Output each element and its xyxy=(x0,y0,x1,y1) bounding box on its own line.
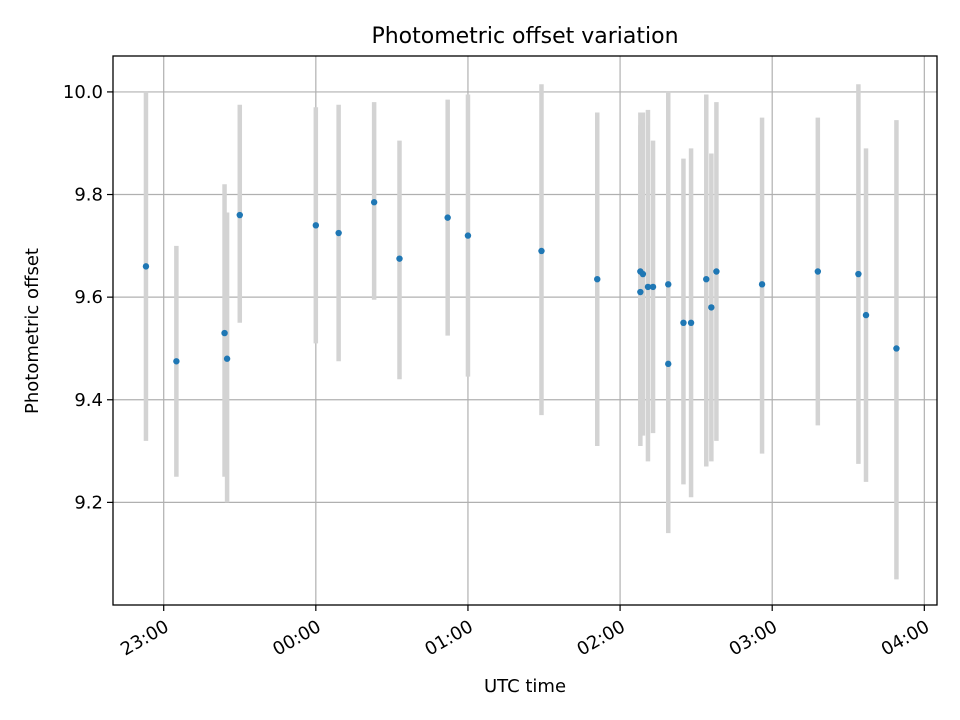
data-point xyxy=(758,281,766,288)
data-point xyxy=(703,275,710,283)
data-point xyxy=(236,211,243,219)
data-point xyxy=(142,263,150,270)
data-point xyxy=(538,247,545,255)
y-tick-label: 9.2 xyxy=(74,492,103,513)
data-point xyxy=(444,214,451,221)
data-point xyxy=(221,329,228,337)
data-point xyxy=(665,281,672,288)
x-axis-label: UTC time xyxy=(484,676,566,697)
marker-layer xyxy=(142,199,900,368)
data-point xyxy=(649,283,657,291)
data-point xyxy=(637,288,644,296)
y-tick-label: 9.8 xyxy=(74,185,103,206)
y-tick-label: 10.0 xyxy=(63,82,103,103)
data-point xyxy=(173,358,180,365)
data-point xyxy=(594,275,601,283)
data-point xyxy=(639,270,647,278)
data-point xyxy=(223,355,231,362)
data-point xyxy=(708,304,715,311)
data-point xyxy=(862,311,870,319)
y-axis-label: Photometric offset xyxy=(22,248,43,414)
plot-frame xyxy=(112,55,938,606)
data-point xyxy=(464,232,472,239)
data-point xyxy=(335,229,342,237)
data-point xyxy=(644,283,652,291)
data-point xyxy=(665,360,672,368)
data-point xyxy=(855,270,862,278)
y-tick-label: 9.6 xyxy=(74,287,103,308)
data-point xyxy=(687,319,695,327)
data-point xyxy=(312,222,320,229)
data-point xyxy=(370,199,378,206)
data-point xyxy=(680,319,687,327)
data-point xyxy=(396,255,403,262)
data-point xyxy=(713,268,720,275)
chart-title: Photometric offset variation xyxy=(371,24,678,49)
data-point xyxy=(893,345,900,352)
y-tick-label: 9.4 xyxy=(74,390,103,411)
data-point xyxy=(814,268,822,275)
